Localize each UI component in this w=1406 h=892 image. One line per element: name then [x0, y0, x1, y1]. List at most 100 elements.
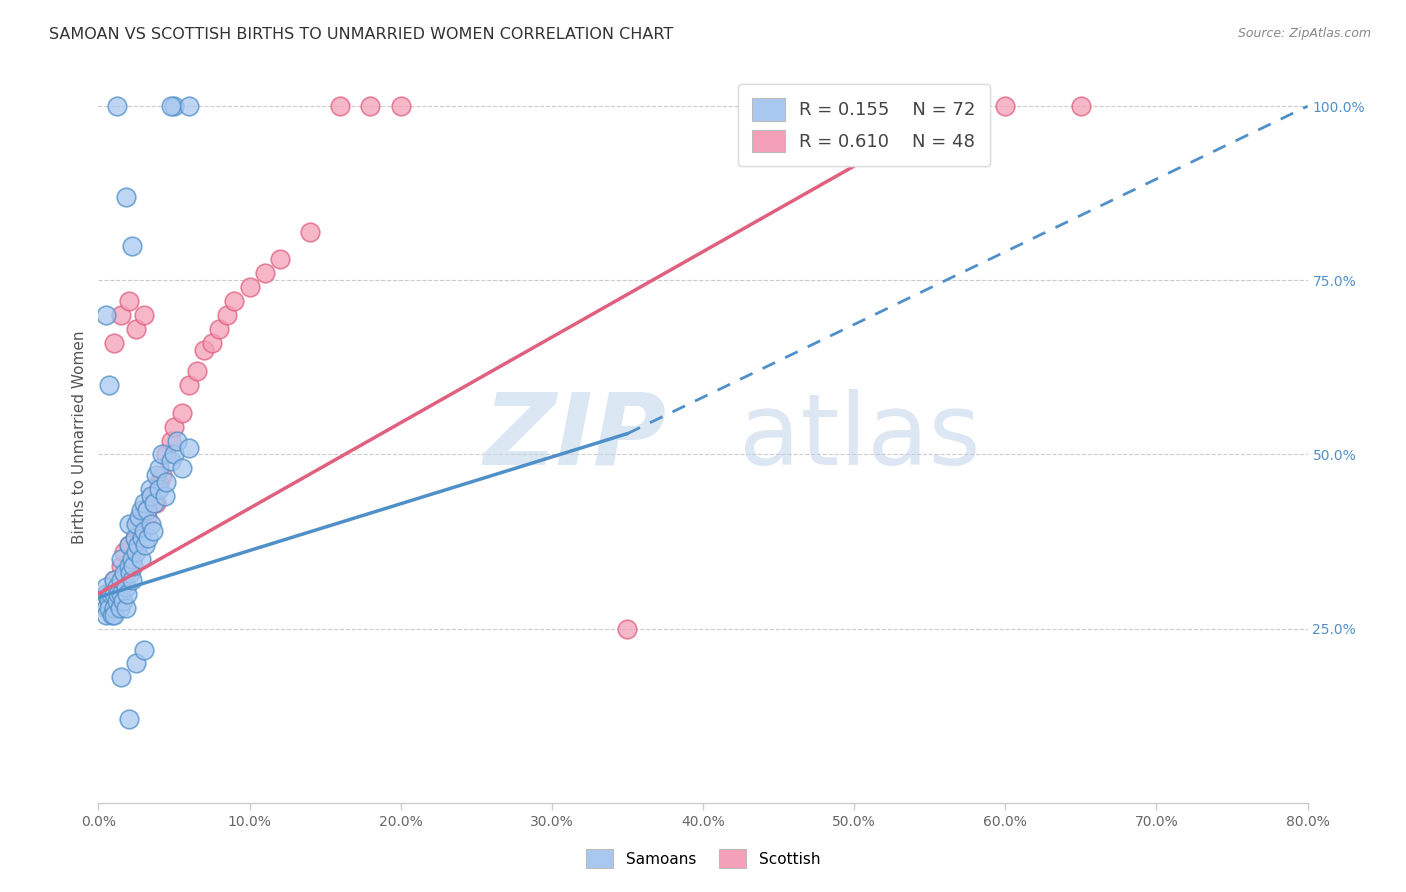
Point	[111, 594, 134, 608]
Text: SAMOAN VS SCOTTISH BIRTHS TO UNMARRIED WOMEN CORRELATION CHART: SAMOAN VS SCOTTISH BIRTHS TO UNMARRIED W…	[49, 27, 673, 42]
Point	[125, 517, 148, 532]
Point	[94, 587, 117, 601]
Point	[101, 607, 124, 622]
Point	[108, 580, 131, 594]
Point	[163, 419, 186, 434]
Point	[155, 448, 177, 462]
Point	[170, 461, 193, 475]
Point	[110, 308, 132, 322]
Point	[125, 531, 148, 545]
Point	[105, 594, 128, 608]
Point	[139, 483, 162, 497]
Point	[100, 594, 122, 608]
Point	[103, 336, 125, 351]
Point	[121, 238, 143, 252]
Point	[143, 496, 166, 510]
Point	[118, 538, 141, 552]
Point	[224, 294, 246, 309]
Point	[105, 580, 128, 594]
Point	[103, 573, 125, 587]
Point	[114, 566, 136, 580]
Point	[111, 573, 134, 587]
Point	[299, 225, 322, 239]
Point	[132, 496, 155, 510]
Point	[239, 280, 262, 294]
Point	[329, 99, 352, 113]
Point	[179, 99, 201, 113]
Point	[98, 377, 121, 392]
Point	[110, 558, 132, 573]
Point	[94, 308, 117, 322]
Point	[94, 587, 117, 601]
Point	[201, 336, 224, 351]
Point	[186, 364, 208, 378]
Point	[136, 531, 159, 545]
Point	[160, 454, 183, 468]
Point	[112, 566, 135, 580]
Point	[107, 587, 129, 601]
Point	[132, 524, 155, 538]
Point	[110, 552, 132, 566]
Point	[160, 434, 183, 448]
Point	[179, 441, 201, 455]
Point	[134, 538, 156, 552]
Point	[115, 587, 138, 601]
Point	[110, 587, 132, 601]
Point	[103, 607, 125, 622]
Point	[127, 517, 149, 532]
Point	[114, 190, 136, 204]
Point	[103, 600, 125, 615]
Point	[118, 517, 141, 532]
Point	[132, 642, 155, 657]
Point	[120, 566, 142, 580]
Point	[148, 483, 170, 497]
Point	[148, 461, 170, 475]
Point	[110, 573, 132, 587]
Point	[118, 712, 141, 726]
Point	[389, 99, 412, 113]
Point	[114, 600, 136, 615]
Point	[121, 552, 143, 566]
Point	[153, 489, 176, 503]
Point	[155, 475, 177, 490]
Point	[118, 294, 141, 309]
Point	[1070, 99, 1092, 113]
Point	[103, 573, 125, 587]
Point	[163, 448, 186, 462]
Point	[125, 322, 148, 336]
Point	[110, 670, 132, 684]
Point	[125, 545, 148, 559]
Point	[94, 607, 117, 622]
Text: Source: ZipAtlas.com: Source: ZipAtlas.com	[1237, 27, 1371, 40]
Point	[141, 489, 163, 503]
Point	[141, 517, 163, 532]
Point	[145, 468, 167, 483]
Point	[616, 622, 638, 636]
Point	[145, 496, 167, 510]
Point	[114, 580, 136, 594]
Point	[193, 343, 215, 357]
Point	[360, 99, 382, 113]
Point	[179, 377, 201, 392]
Point	[129, 503, 152, 517]
Legend: Samoans, Scottish: Samoans, Scottish	[578, 841, 828, 875]
Point	[132, 308, 155, 322]
Y-axis label: Births to Unmarried Women: Births to Unmarried Women	[72, 330, 87, 544]
Point	[112, 545, 135, 559]
Point	[105, 587, 128, 601]
Text: atlas: atlas	[740, 389, 981, 485]
Text: ZIP: ZIP	[484, 389, 666, 485]
Point	[121, 552, 143, 566]
Point	[150, 468, 173, 483]
Point	[125, 657, 148, 671]
Point	[141, 489, 163, 503]
Point	[108, 600, 131, 615]
Point	[135, 510, 157, 524]
Point	[150, 448, 173, 462]
Point	[122, 558, 145, 573]
Point	[118, 558, 141, 573]
Point	[94, 600, 117, 615]
Point	[121, 573, 143, 587]
Point	[135, 503, 157, 517]
Point	[208, 322, 231, 336]
